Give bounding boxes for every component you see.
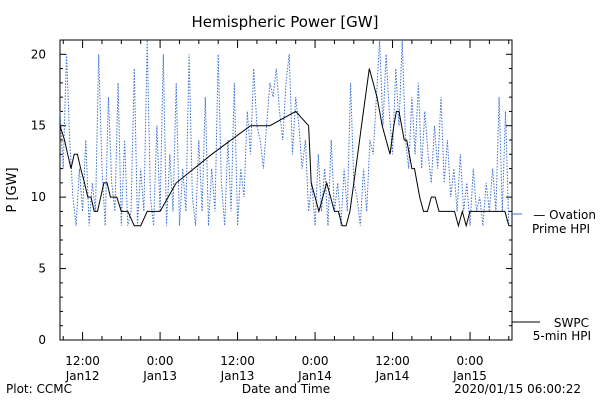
y-tick-label: 10 (31, 190, 46, 204)
x-tick-time-label: 12:00 (375, 354, 410, 368)
series-ovation-prime-line (59, 39, 510, 226)
y-axis: 0 5 10 15 20 (31, 39, 512, 347)
x-axis-label: Date and Time (242, 382, 330, 396)
y-axis-label: P [GW] (5, 167, 20, 212)
x-tick-time-label: 0:00 (302, 354, 329, 368)
footer-left: Plot: CCMC (6, 382, 72, 396)
x-tick-date-label: Jan14 (375, 369, 410, 383)
y-tick-label: 5 (38, 262, 46, 276)
legend-swpc-label-2: 5-min HPI (533, 329, 591, 343)
legend-swpc-label: SWPC (554, 316, 589, 330)
x-axis: 12:00Jan120:00Jan1312:00Jan130:00Jan1412… (62, 40, 510, 383)
y-tick-label: 0 (38, 333, 46, 347)
x-tick-time-label: 12:00 (220, 354, 255, 368)
x-tick-time-label: 0:00 (457, 354, 484, 368)
x-tick-time-label: 12:00 (65, 354, 100, 368)
legend-ovation-label: — Ovation (533, 208, 596, 222)
y-tick-label: 15 (31, 119, 46, 133)
series-layer (59, 39, 510, 228)
y-tick-label: 20 (31, 47, 46, 61)
plot-frame (59, 39, 513, 341)
x-tick-date-label: Jan13 (220, 369, 255, 383)
x-tick-date-label: Jan13 (142, 369, 177, 383)
footer-timestamp: 2020/01/15 06:00:22 (454, 382, 581, 396)
x-tick-date-label: Jan12 (65, 369, 100, 383)
series-swpc-line (59, 68, 510, 228)
x-tick-date-label: Jan14 (297, 369, 332, 383)
x-tick-date-label: Jan15 (452, 369, 487, 383)
x-tick-time-label: 0:00 (147, 354, 174, 368)
legend-ovation-label-2: Prime HPI (532, 222, 590, 236)
chart-title: Hemispheric Power [GW] (192, 13, 379, 31)
